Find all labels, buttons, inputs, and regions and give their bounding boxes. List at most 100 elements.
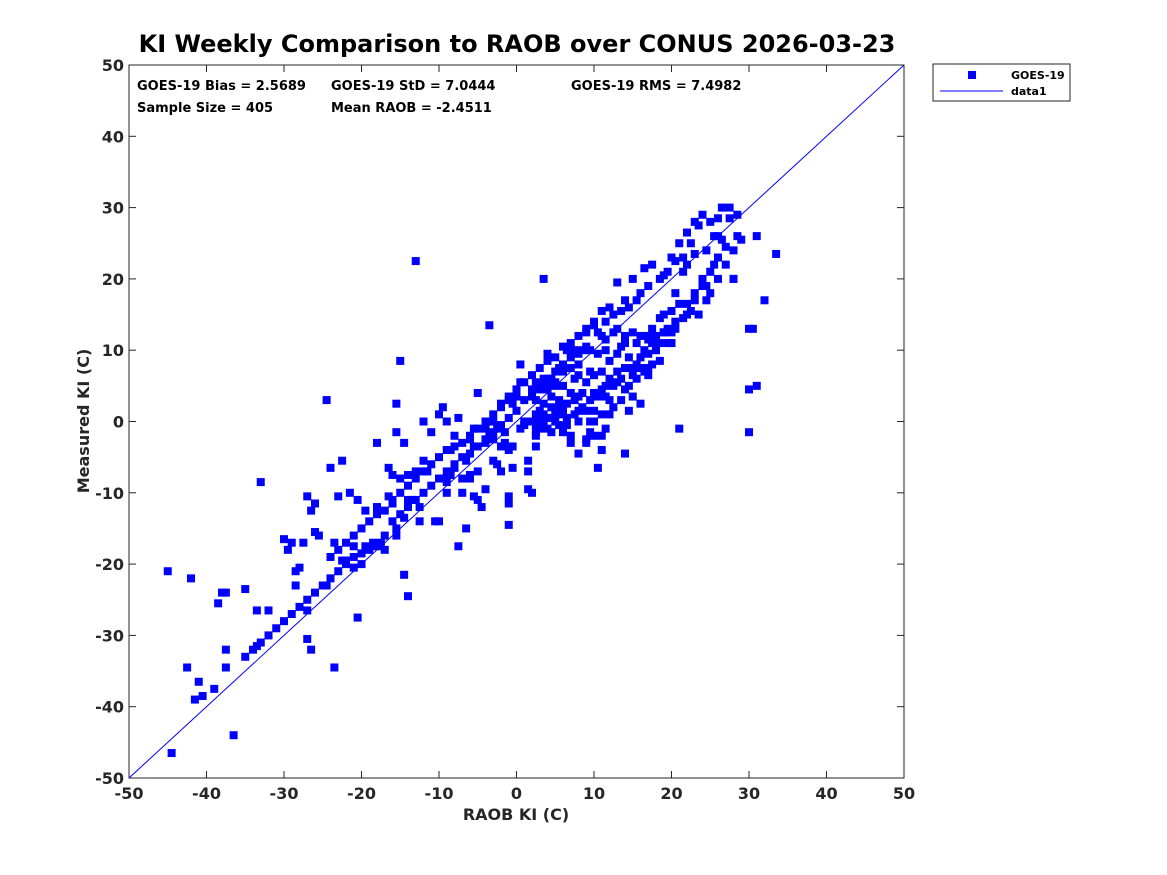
data-point: [574, 371, 583, 380]
chart-title: KI Weekly Comparison to RAOB over CONUS …: [139, 30, 896, 58]
data-point: [601, 317, 610, 326]
data-point: [528, 371, 536, 380]
data-point: [613, 349, 622, 358]
data-point: [442, 417, 451, 426]
data-point: [528, 385, 536, 394]
data-point: [396, 488, 405, 497]
data-point: [454, 542, 463, 551]
data-point: [357, 549, 366, 558]
data-point: [303, 606, 312, 615]
data-point: [187, 574, 195, 583]
data-point: [597, 431, 606, 440]
y-tick-label: 50: [102, 56, 124, 75]
data-point: [442, 467, 451, 476]
data-point: [559, 381, 567, 390]
data-point: [694, 310, 703, 319]
data-point: [559, 367, 567, 376]
data-point: [539, 274, 548, 283]
data-point: [508, 399, 517, 408]
data-point: [543, 413, 552, 422]
data-point: [392, 531, 401, 540]
one-to-one-line: [128, 64, 905, 779]
y-tick-label: -10: [95, 484, 124, 503]
data-point: [256, 478, 265, 487]
data-point: [438, 403, 447, 412]
data-point: [458, 474, 467, 483]
data-point: [772, 249, 781, 258]
data-point: [466, 449, 474, 458]
data-point: [365, 517, 374, 526]
data-point: [427, 481, 436, 490]
data-point: [458, 488, 467, 497]
data-point: [632, 296, 641, 305]
data-point: [593, 349, 602, 358]
data-point: [524, 467, 533, 476]
data-point: [454, 413, 463, 422]
x-tick-label: -20: [347, 784, 376, 803]
data-point: [621, 296, 629, 305]
data-point: [562, 413, 571, 422]
data-point: [481, 435, 490, 444]
data-point: [450, 460, 459, 469]
y-tick-label: -50: [95, 769, 124, 788]
data-point: [481, 485, 490, 494]
data-point: [648, 339, 657, 348]
data-point: [597, 410, 606, 419]
data-point: [520, 421, 529, 430]
data-point: [729, 274, 738, 283]
data-point: [675, 424, 684, 433]
data-point: [671, 317, 680, 326]
data-point: [326, 463, 335, 472]
data-point: [566, 431, 575, 440]
data-point: [624, 381, 633, 390]
data-point: [500, 438, 509, 447]
data-point: [512, 406, 521, 415]
data-point: [601, 424, 610, 433]
data-point: [365, 545, 374, 554]
stat-std: GOES-19 StD = 7.0444: [331, 79, 495, 94]
data-point: [543, 349, 552, 358]
data-point: [562, 399, 571, 408]
data-point: [543, 385, 552, 394]
data-point: [497, 421, 505, 430]
data-point: [535, 364, 544, 373]
data-point: [458, 438, 467, 447]
data-point: [628, 274, 637, 283]
data-point: [330, 538, 339, 547]
data-point: [617, 374, 626, 383]
data-point: [163, 567, 172, 576]
data-point: [287, 610, 296, 619]
data-point: [721, 242, 730, 251]
data-point: [435, 410, 443, 419]
data-point: [466, 474, 474, 483]
data-point: [752, 232, 761, 241]
data-point: [345, 488, 354, 497]
data-point: [652, 346, 660, 355]
data-point: [671, 289, 680, 298]
stat-bias: GOES-19 Bias = 2.5689: [137, 79, 306, 94]
data-point: [411, 474, 420, 483]
data-point: [624, 303, 633, 312]
x-tick-label: -30: [270, 784, 299, 803]
data-point: [334, 567, 343, 576]
data-point: [528, 488, 536, 497]
data-point: [667, 339, 676, 348]
data-point: [396, 510, 405, 519]
data-point: [655, 356, 664, 365]
data-point: [473, 495, 482, 504]
data-point: [256, 638, 265, 647]
data-point: [404, 503, 412, 512]
data-point: [462, 524, 471, 533]
data-point: [357, 560, 366, 569]
data-point: [609, 310, 618, 319]
data-point: [551, 353, 560, 362]
data-point: [318, 581, 327, 590]
data-point: [694, 221, 703, 230]
data-point: [597, 446, 606, 455]
data-point: [380, 531, 389, 540]
x-tick-label: -50: [115, 784, 144, 803]
data-point: [582, 378, 591, 387]
data-point: [190, 695, 199, 704]
data-point: [400, 570, 409, 579]
